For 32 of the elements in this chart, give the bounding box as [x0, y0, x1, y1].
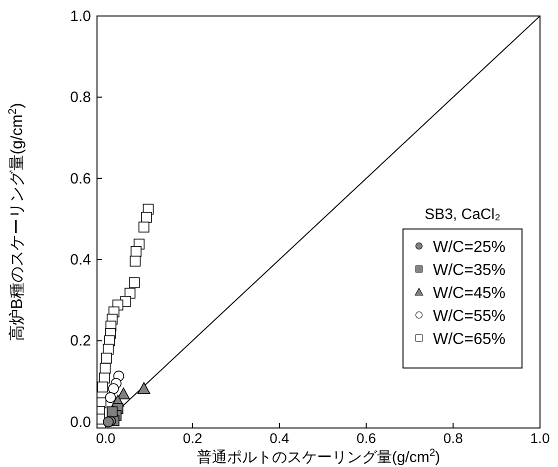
- point: [130, 246, 142, 257]
- point: [138, 222, 150, 232]
- legend-title: SB3, CaCl₂: [424, 206, 501, 223]
- x-axis-title: 普通ポルトのスケーリング量(g/cm$^{2}$): [196, 447, 440, 466]
- legend-label: W/C=55%: [433, 308, 506, 325]
- legend-label: W/C=35%: [433, 262, 506, 279]
- point: [117, 388, 130, 400]
- legend-label: W/C=65%: [433, 331, 506, 348]
- y-tick-label: 0.8: [70, 89, 91, 106]
- x-tick-label: 0.4: [270, 430, 290, 446]
- x-tick-label: 0.0: [96, 430, 116, 446]
- y-tick-label: 0.2: [70, 332, 91, 350]
- point: [108, 383, 119, 394]
- x-tick-label: 1.0: [530, 430, 550, 446]
- point: [105, 392, 116, 403]
- y-tick-label: 1.0: [70, 8, 91, 25]
- point: [138, 382, 150, 394]
- point: [141, 212, 152, 223]
- y-tick-label: 0.4: [70, 252, 91, 269]
- y-tick-label: 0.6: [70, 170, 91, 188]
- y-tick-label: 0.0: [70, 414, 91, 431]
- point: [101, 352, 112, 364]
- x-tick-label: 0.6: [356, 430, 376, 446]
- point: [130, 256, 141, 267]
- point: [97, 382, 108, 392]
- x-tick-label: 0.8: [443, 430, 464, 446]
- legend-label: W/C=45%: [433, 285, 506, 302]
- point: [106, 406, 118, 418]
- point: [128, 277, 140, 288]
- point: [102, 416, 114, 428]
- legend-label: W/C=25%: [433, 239, 506, 256]
- x-tick-label: 0.2: [182, 430, 202, 446]
